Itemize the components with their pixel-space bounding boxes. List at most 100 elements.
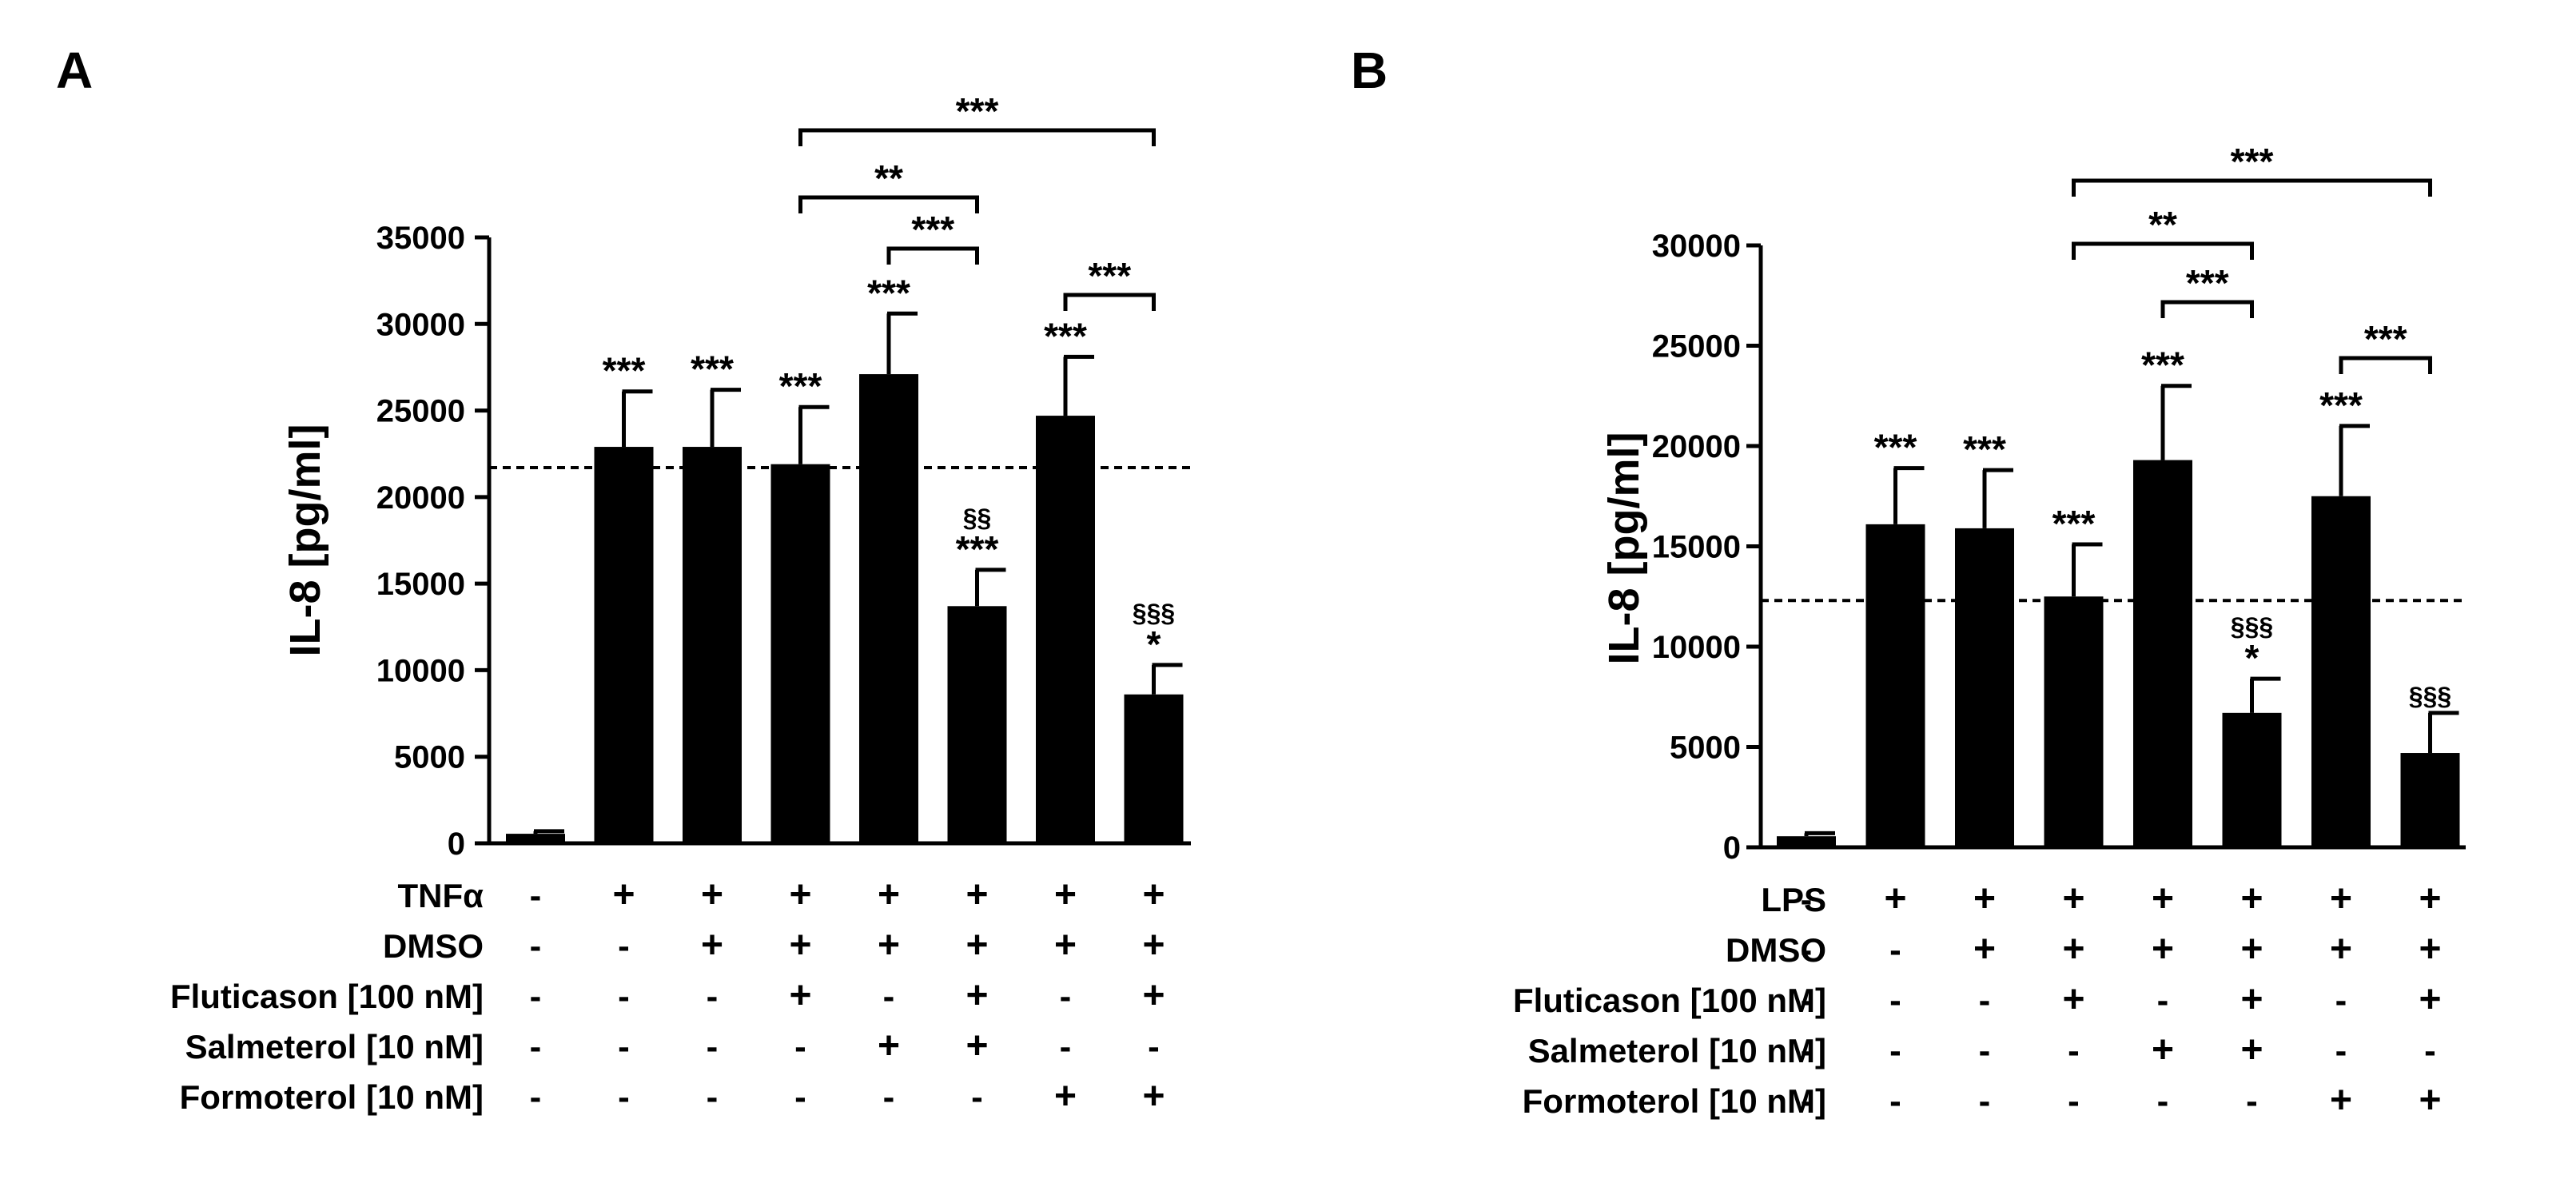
- y-axis-title: IL-8 [pg/ml]: [1600, 432, 1648, 665]
- y-tick-label: 25000: [1652, 329, 1741, 364]
- treatment-minus: -: [707, 977, 719, 1016]
- significance-section-mark: §§: [963, 504, 992, 532]
- bracket-label: **: [874, 157, 903, 199]
- treatment-plus: +: [2152, 878, 2174, 920]
- bar: [947, 606, 1007, 843]
- treatment-minus: -: [1060, 977, 1072, 1016]
- y-tick-label: 5000: [1670, 731, 1741, 766]
- bracket-label: ***: [2364, 318, 2407, 360]
- significance-stars: ***: [2141, 345, 2184, 386]
- treatment-plus: +: [1142, 874, 1165, 916]
- treatment-minus: -: [2157, 981, 2169, 1020]
- chart-panel-b: B 0 5000 10000 15000 20000 25000 30000 IL-8 [pg/…: [1351, 42, 2466, 1121]
- significance-section-mark: §§§: [1133, 599, 1175, 627]
- treatment-plus: +: [878, 924, 900, 966]
- y-tick-label: 0: [448, 827, 465, 862]
- significance-stars: ***: [2052, 503, 2096, 544]
- comparison-bracket: [798, 195, 979, 213]
- treatment-minus: -: [883, 977, 895, 1016]
- treatment-plus: +: [966, 924, 988, 966]
- comparison-bracket: [2160, 300, 2254, 318]
- treatment-minus: -: [618, 1027, 630, 1066]
- treatment-minus: -: [530, 926, 542, 966]
- treatment-minus: -: [1889, 1031, 1901, 1070]
- y-tick-label: 20000: [1652, 429, 1741, 464]
- treatment-minus: -: [1889, 981, 1901, 1020]
- bracket-label: ***: [2186, 262, 2229, 304]
- treatment-minus: -: [1801, 1031, 1813, 1070]
- treatment-minus: -: [1148, 1027, 1160, 1066]
- treatment-minus: -: [2068, 1081, 2080, 1121]
- treatment-minus: -: [883, 1077, 895, 1117]
- significance-stars: *: [1147, 623, 1161, 665]
- treatment-minus: -: [1801, 981, 1813, 1020]
- significance-stars: ***: [956, 528, 999, 570]
- treatment-plus: +: [789, 874, 811, 916]
- treatment-label: TNFα: [398, 877, 484, 914]
- bar: [2044, 596, 2104, 847]
- significance-stars: ***: [1874, 427, 1917, 468]
- bar: [2311, 496, 2371, 847]
- treatment-minus: -: [530, 876, 542, 915]
- treatment-label: Fluticason [100 nM]: [170, 978, 484, 1015]
- significance-stars: ***: [603, 350, 646, 392]
- bracket-label: ***: [1088, 255, 1131, 297]
- panel-letter: B: [1351, 42, 1388, 99]
- treatment-plus: +: [612, 874, 635, 916]
- treatment-plus: +: [701, 874, 723, 916]
- treatment-minus: -: [530, 1027, 542, 1066]
- treatment-plus: +: [966, 1025, 988, 1067]
- treatment-minus: -: [707, 1027, 719, 1066]
- y-tick-label: 10000: [376, 653, 465, 688]
- treatment-minus: -: [2335, 1031, 2347, 1070]
- bar: [1124, 694, 1184, 843]
- y-tick-label: 5000: [394, 740, 465, 775]
- treatment-plus: +: [1142, 924, 1165, 966]
- treatment-plus: +: [1884, 878, 1906, 920]
- treatment-plus: +: [789, 974, 811, 1017]
- treatment-plus: +: [2062, 978, 2084, 1021]
- bar: [683, 447, 742, 843]
- treatment-plus: +: [2062, 878, 2084, 920]
- treatment-plus: +: [2062, 928, 2084, 970]
- bar: [2400, 753, 2460, 847]
- treatment-minus: -: [794, 1077, 806, 1117]
- y-tick-label: 30000: [376, 307, 465, 342]
- treatment-minus: -: [1801, 1081, 1813, 1121]
- treatment-minus: -: [1801, 930, 1813, 970]
- bar: [2222, 712, 2282, 847]
- treatment-minus: -: [530, 977, 542, 1016]
- treatment-minus: -: [1889, 930, 1901, 970]
- treatment-plus: +: [966, 874, 988, 916]
- treatment-minus: -: [971, 1077, 983, 1117]
- comparison-bracket: [1063, 293, 1156, 311]
- bracket-label: ***: [956, 90, 999, 132]
- treatment-label: DMSO: [383, 927, 484, 965]
- treatment-plus: +: [1142, 974, 1165, 1017]
- y-tick-label: 30000: [1652, 229, 1741, 264]
- bar: [770, 464, 830, 843]
- significance-section-mark: §§§: [2409, 682, 2451, 711]
- treatment-minus: -: [707, 1077, 719, 1117]
- treatment-minus: -: [1060, 1027, 1072, 1066]
- treatment-label: Fluticason [100 nM]: [1513, 982, 1826, 1019]
- treatment-minus: -: [618, 926, 630, 966]
- bar: [1036, 416, 1095, 843]
- panel-letter: A: [56, 42, 93, 99]
- comparison-bracket: [2339, 356, 2432, 374]
- y-tick-label: 20000: [376, 480, 465, 516]
- treatment-plus: +: [878, 1025, 900, 1067]
- treatment-minus: -: [2424, 1031, 2436, 1070]
- y-tick-label: 35000: [376, 221, 465, 256]
- treatment-minus: -: [2068, 1031, 2080, 1070]
- treatment-label: LPS: [1761, 881, 1826, 918]
- treatment-minus: -: [794, 1027, 806, 1066]
- treatment-plus: +: [2152, 928, 2174, 970]
- bracket-label: **: [2148, 204, 2177, 245]
- treatment-label: Salmeterol [10 nM]: [185, 1028, 484, 1066]
- treatment-minus: -: [2246, 1081, 2258, 1121]
- treatment-plus: +: [2330, 1079, 2352, 1121]
- treatment-plus: +: [1054, 1075, 1077, 1117]
- significance-stars: ***: [1044, 315, 1087, 357]
